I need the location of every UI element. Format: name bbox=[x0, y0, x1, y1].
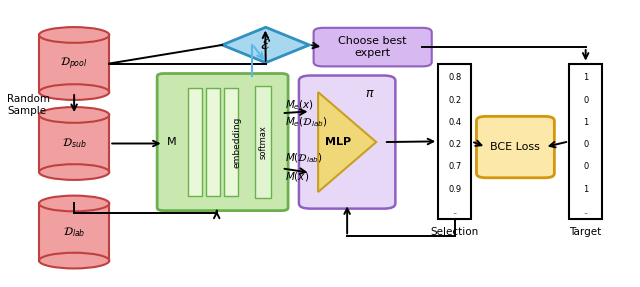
Text: Choose best
expert: Choose best expert bbox=[339, 36, 407, 58]
Ellipse shape bbox=[39, 164, 109, 180]
Ellipse shape bbox=[39, 196, 109, 211]
Text: $M_e(x)$: $M_e(x)$ bbox=[285, 98, 314, 112]
Text: Selection: Selection bbox=[431, 227, 479, 237]
Bar bbox=[39, 35, 109, 92]
Text: ..: .. bbox=[583, 207, 588, 216]
Text: 1: 1 bbox=[583, 73, 588, 82]
Text: 1: 1 bbox=[583, 118, 588, 127]
Bar bbox=[438, 63, 471, 219]
Text: 1: 1 bbox=[583, 185, 588, 194]
FancyBboxPatch shape bbox=[314, 28, 432, 66]
Text: softmax: softmax bbox=[259, 125, 268, 159]
Bar bbox=[39, 115, 109, 172]
Text: $M(\mathcal{D}_{lab})$: $M(\mathcal{D}_{lab})$ bbox=[285, 151, 323, 165]
Text: 0.7: 0.7 bbox=[448, 162, 461, 171]
Text: 0.9: 0.9 bbox=[448, 185, 461, 194]
FancyBboxPatch shape bbox=[476, 116, 554, 178]
Text: $\mathcal{D}_{lab}$: $\mathcal{D}_{lab}$ bbox=[63, 225, 85, 239]
Text: $M(x)$: $M(x)$ bbox=[285, 170, 309, 183]
Polygon shape bbox=[222, 27, 309, 63]
Text: ..: .. bbox=[452, 207, 458, 216]
Text: BCE Loss: BCE Loss bbox=[490, 142, 540, 152]
Text: 0: 0 bbox=[583, 140, 588, 149]
Bar bbox=[223, 88, 237, 196]
Text: 0.2: 0.2 bbox=[448, 96, 461, 105]
Ellipse shape bbox=[39, 253, 109, 268]
Bar bbox=[569, 63, 602, 219]
Bar bbox=[205, 88, 220, 196]
Text: 0.4: 0.4 bbox=[448, 118, 461, 127]
Bar bbox=[188, 88, 202, 196]
Text: $\mathcal{E}$: $\mathcal{E}$ bbox=[260, 38, 271, 53]
Bar bbox=[255, 86, 271, 198]
Text: $\mathcal{D}_{pool}$: $\mathcal{D}_{pool}$ bbox=[60, 55, 88, 72]
Text: MLP: MLP bbox=[325, 137, 351, 147]
Text: $M_e(\mathcal{D}_{lab})$: $M_e(\mathcal{D}_{lab})$ bbox=[285, 116, 328, 129]
Text: 0: 0 bbox=[583, 96, 588, 105]
Text: Random
Sample: Random Sample bbox=[7, 94, 50, 116]
Ellipse shape bbox=[39, 84, 109, 100]
Ellipse shape bbox=[39, 107, 109, 123]
Text: embedding: embedding bbox=[232, 117, 241, 168]
FancyBboxPatch shape bbox=[157, 73, 288, 211]
Ellipse shape bbox=[39, 27, 109, 43]
Text: 0: 0 bbox=[583, 162, 588, 171]
Text: Target: Target bbox=[570, 227, 602, 237]
Polygon shape bbox=[318, 92, 376, 192]
Bar bbox=[39, 203, 109, 261]
Text: $\pi$: $\pi$ bbox=[365, 87, 375, 100]
Text: 0.8: 0.8 bbox=[448, 73, 461, 82]
Text: M: M bbox=[167, 137, 177, 147]
Text: $\mathcal{D}_{sub}$: $\mathcal{D}_{sub}$ bbox=[62, 137, 86, 150]
FancyBboxPatch shape bbox=[299, 75, 396, 209]
Text: 0.2: 0.2 bbox=[448, 140, 461, 149]
